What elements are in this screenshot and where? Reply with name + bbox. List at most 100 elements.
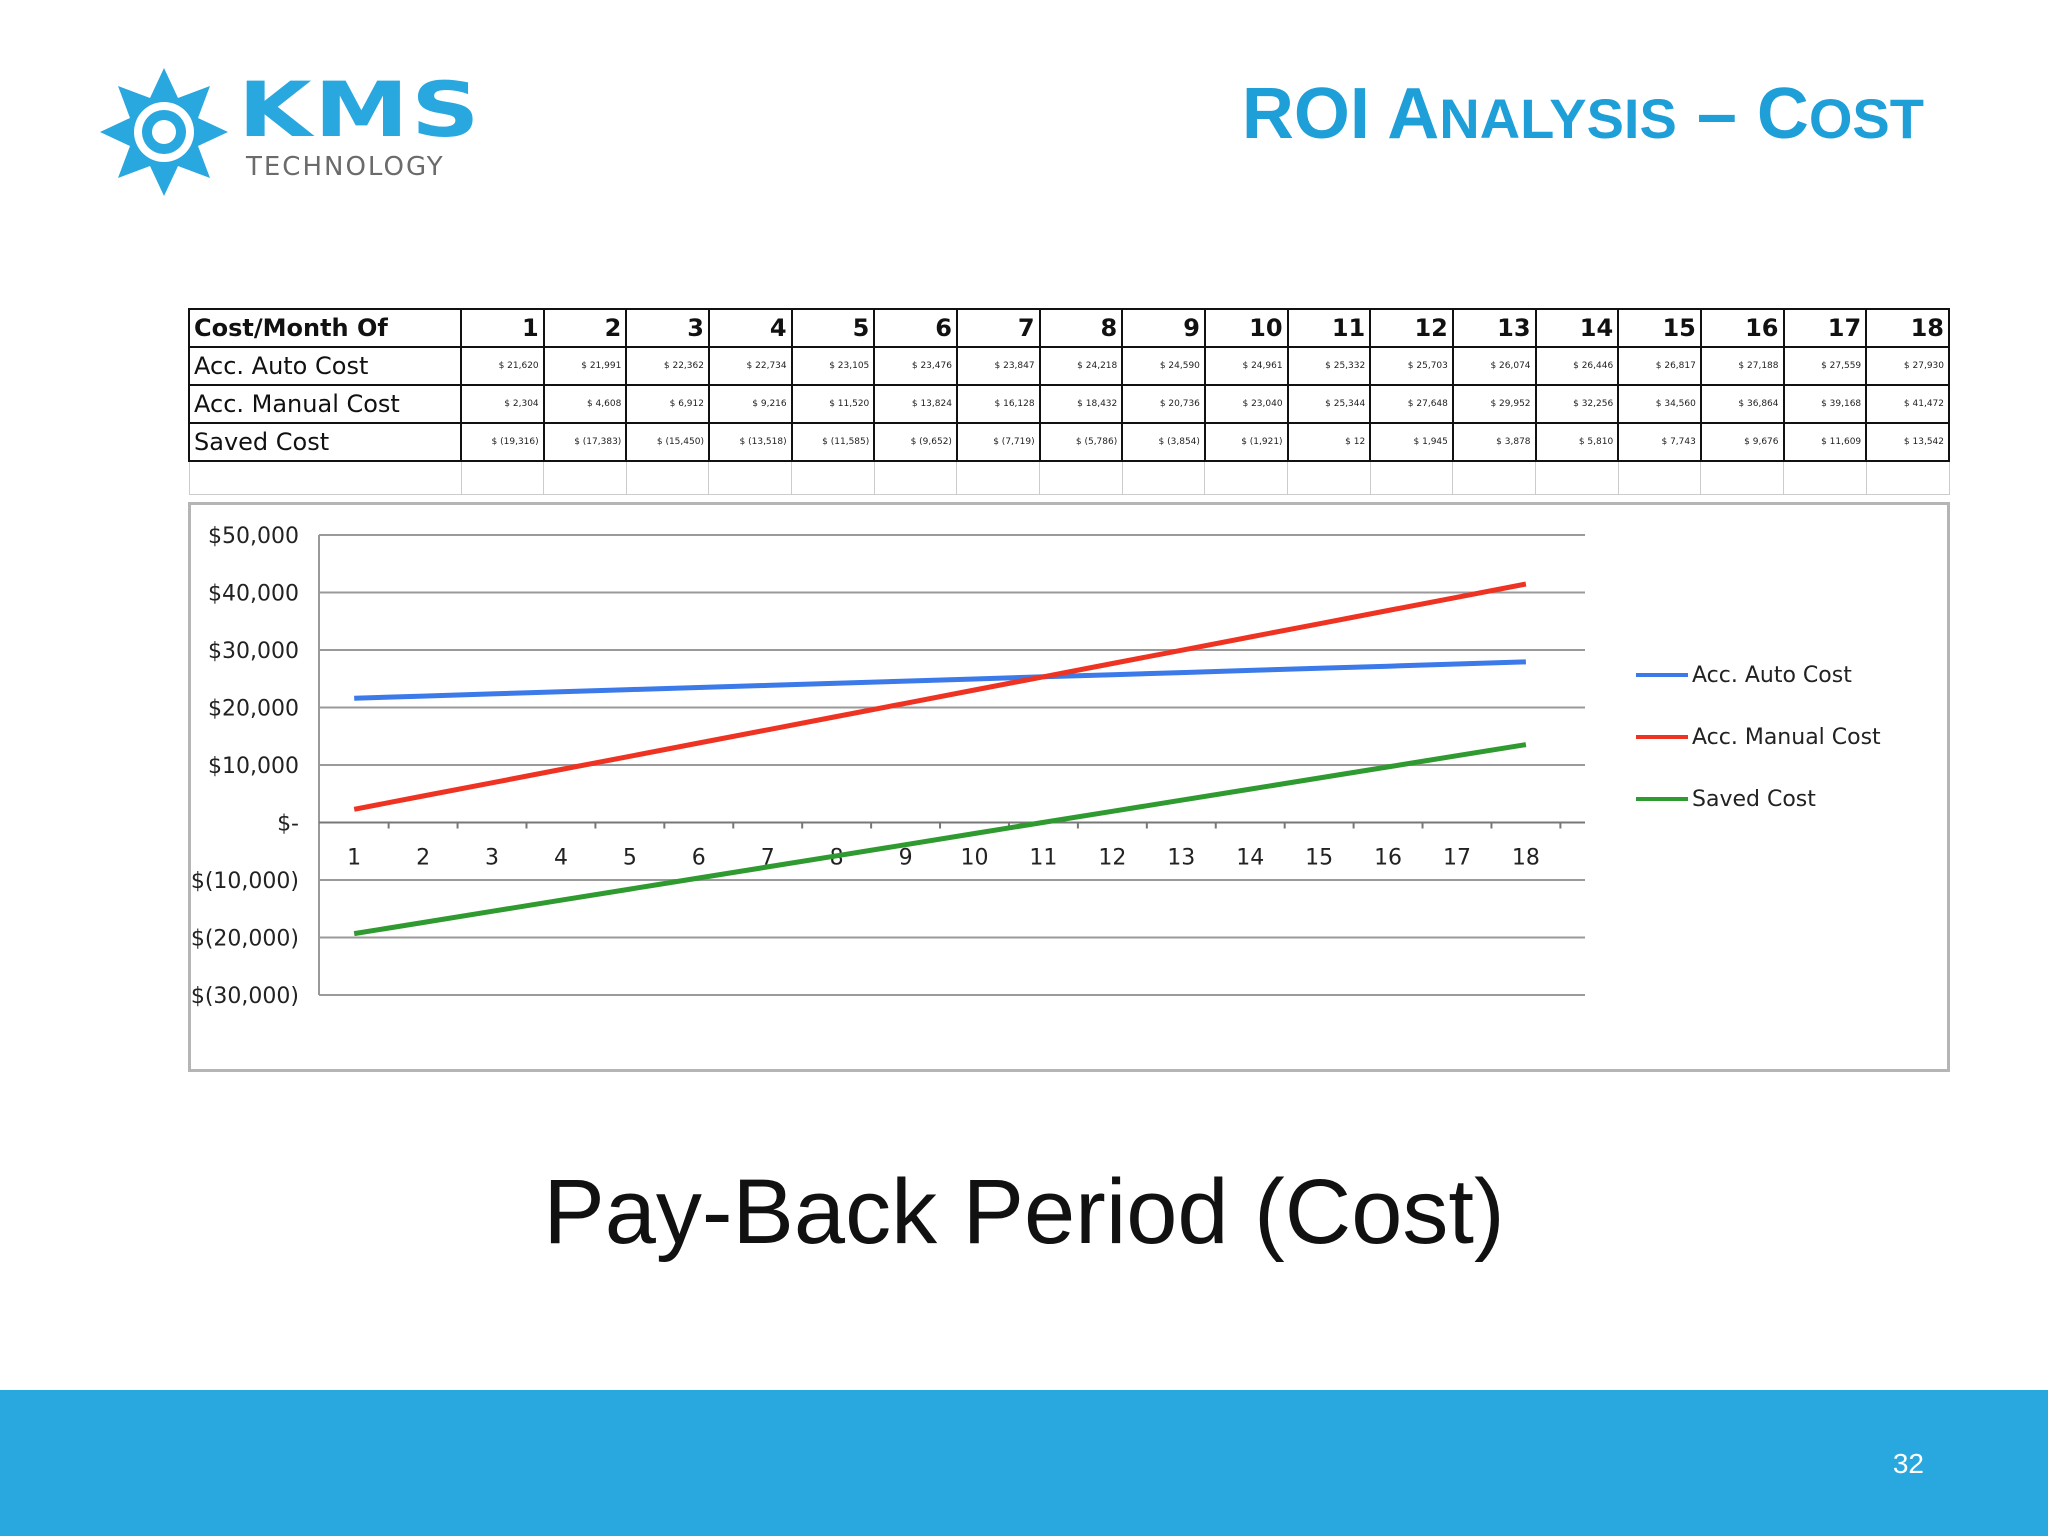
table-cell: $ (17,383) [542, 422, 628, 462]
x-tick-label: 2 [416, 846, 430, 871]
logo-wordmark: KMS [238, 65, 483, 154]
chart-legend: Acc. Auto Cost Acc. Manual Cost Saved Co… [1636, 644, 1881, 830]
table-cell: $ (7,719) [955, 422, 1041, 462]
table-cell: $ 25,344 [1286, 384, 1372, 424]
chart-area: $50,000 $40,000 $30,000 $20,000 $10,000 $- $(1… [188, 502, 1950, 1072]
legend-label: Saved Cost [1692, 786, 1816, 812]
table-cell: $ 5,810 [1534, 422, 1620, 462]
table-cell: $ 12 [1286, 422, 1372, 462]
x-tick-label: 3 [485, 846, 499, 871]
empty-cell [1865, 460, 1950, 495]
month-header: 3 [625, 308, 710, 348]
table-cell: $ 13,542 [1865, 422, 1950, 462]
table-cell: $ 13,824 [873, 384, 958, 424]
legend-item-auto-cost: Acc. Auto Cost [1636, 644, 1881, 706]
legend-swatch [1636, 797, 1688, 801]
table-cell: $ (1,921) [1203, 422, 1289, 462]
empty-cell [1039, 460, 1123, 495]
table-cell: $ 9,676 [1699, 422, 1785, 462]
table-cell: $ 27,559 [1782, 346, 1868, 386]
month-header: 17 [1782, 308, 1868, 348]
x-tick-label: 15 [1305, 846, 1333, 871]
month-header: 11 [1286, 308, 1372, 348]
empty-cell [791, 460, 875, 495]
x-tick-label: 5 [623, 846, 637, 871]
month-header: 6 [873, 308, 958, 348]
table-row: Acc. Auto Cost $ 21,620 $ 21,991 $ 22,362 $ … [188, 346, 1950, 386]
table-cell: $ 7,743 [1617, 422, 1702, 462]
table-cell: $ (5,786) [1038, 422, 1124, 462]
x-tick-label: 1 [347, 846, 361, 871]
table-cell: $ 24,961 [1203, 346, 1289, 386]
empty-cell [460, 460, 545, 495]
company-logo: KMS TECHNOLOGY [100, 68, 500, 196]
table-cell: $ 32,256 [1534, 384, 1620, 424]
table-cell: $ 26,446 [1534, 346, 1620, 386]
table-cell: $ (9,652) [873, 422, 958, 462]
table-cell: $ 24,218 [1038, 346, 1124, 386]
table-header-label: Cost/Month Of [188, 308, 462, 348]
month-header: 9 [1121, 308, 1206, 348]
legend-swatch [1636, 735, 1688, 739]
table-cell: $ 27,648 [1369, 384, 1454, 424]
y-tick-label: $40,000 [208, 582, 299, 607]
cost-table: Cost/Month Of 1 2 3 4 5 6 7 8 9 10 11 12… [188, 308, 1950, 495]
table-cell: $ 16,128 [955, 384, 1041, 424]
y-tick-label: $30,000 [208, 639, 299, 664]
table-cell: $ 26,074 [1451, 346, 1537, 386]
month-header: 1 [460, 308, 545, 348]
line-chart: $50,000 $40,000 $30,000 $20,000 $10,000 $- $(1… [191, 524, 1585, 1009]
empty-cell [873, 460, 958, 495]
empty-cell [1783, 460, 1867, 495]
table-cell: $ 25,703 [1369, 346, 1454, 386]
x-tick-label: 10 [961, 846, 989, 871]
table-cell: $ (19,316) [460, 422, 545, 462]
table-cell: $ 36,864 [1699, 384, 1785, 424]
table-cell: $ (15,450) [625, 422, 710, 462]
table-cell: $ 11,609 [1782, 422, 1868, 462]
y-tick-label: $- [277, 812, 299, 837]
month-header: 10 [1203, 308, 1289, 348]
empty-cell [543, 460, 627, 495]
page-title: ROI ANALYSIS – COST [1241, 74, 1924, 154]
row-label: Acc. Manual Cost [188, 384, 462, 424]
empty-cell [1452, 460, 1537, 495]
empty-cell [1121, 460, 1206, 495]
table-cell: $ 25,332 [1286, 346, 1372, 386]
y-tick-label: $(30,000) [191, 984, 299, 1009]
footer-bar [0, 1390, 2048, 1536]
empty-cell [1204, 460, 1289, 495]
series-line [353, 742, 1527, 937]
table-cell: $ 6,912 [625, 384, 710, 424]
legend-label: Acc. Auto Cost [1692, 662, 1852, 688]
table-cell: $ 23,105 [790, 346, 876, 386]
table-empty-row [188, 460, 1950, 495]
table-header-row: Cost/Month Of 1 2 3 4 5 6 7 8 9 10 11 12… [188, 308, 1950, 348]
table-cell: $ 21,991 [542, 346, 628, 386]
table-cell: $ 18,432 [1038, 384, 1124, 424]
chart-caption: Pay-Back Period (Cost) [543, 1161, 1505, 1263]
table-row: Saved Cost $ (19,316) $ (17,383) $ (15,450)… [188, 422, 1950, 462]
month-header: 5 [790, 308, 876, 348]
x-tick-label: 6 [692, 846, 706, 871]
x-tick-label: 4 [554, 846, 568, 871]
table-cell: $ 26,817 [1617, 346, 1702, 386]
page-number: 32 [1892, 1448, 1924, 1479]
table-row: Acc. Manual Cost $ 2,304 $ 4,608 $ 6,912 $ 9… [188, 384, 1950, 424]
x-tick-label: 16 [1374, 846, 1402, 871]
legend-item-saved-cost: Saved Cost [1636, 768, 1881, 830]
table-cell: $ (13,518) [707, 422, 793, 462]
table-cell: $ 27,930 [1865, 346, 1950, 386]
month-header: 15 [1617, 308, 1702, 348]
x-tick-label: 12 [1098, 846, 1126, 871]
table-cell: $ 34,560 [1617, 384, 1702, 424]
y-tick-label: $(20,000) [191, 927, 299, 952]
month-header: 12 [1369, 308, 1454, 348]
table-cell: $ 23,847 [955, 346, 1041, 386]
series-line [354, 659, 1526, 701]
empty-cell [1535, 460, 1619, 495]
table-cell: $ 23,040 [1203, 384, 1289, 424]
y-tick-label: $10,000 [208, 754, 299, 779]
month-header: 4 [707, 308, 793, 348]
table-cell: $ 23,476 [873, 346, 958, 386]
